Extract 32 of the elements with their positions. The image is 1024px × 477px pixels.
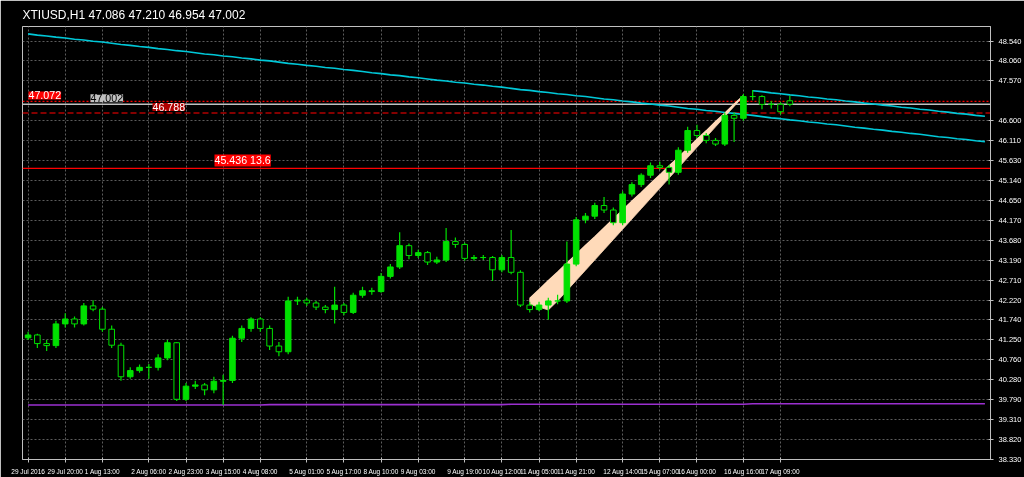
candlestick <box>489 255 496 282</box>
ref-line-label: 45.436 13.6 <box>214 154 271 167</box>
candlestick <box>80 302 88 327</box>
candlestick <box>442 227 450 263</box>
candlestick <box>349 292 357 315</box>
candlestick <box>89 299 97 312</box>
ref-line-label: 46.788 <box>152 101 186 114</box>
candlestick <box>545 297 552 321</box>
candlestick <box>740 93 747 122</box>
candlestick <box>470 254 478 262</box>
candlestick <box>675 146 682 176</box>
candlestick <box>331 286 338 325</box>
candlestick <box>108 324 115 349</box>
line-series <box>27 33 986 143</box>
candlestick <box>396 231 403 270</box>
line-series <box>751 90 986 118</box>
candlestick <box>182 382 190 402</box>
candlestick <box>600 196 608 214</box>
candlestick <box>52 320 60 349</box>
candlestick <box>219 374 227 406</box>
candlestick <box>461 242 468 262</box>
candlestick <box>164 339 171 361</box>
candlestick <box>684 126 691 154</box>
candlestick <box>99 306 106 333</box>
ref-line-label: 47.072 <box>28 89 62 102</box>
candlestick <box>266 324 273 351</box>
chart-title: XTIUSD,H1 47.086 47.210 46.954 47.002 <box>22 7 246 22</box>
candlestick <box>665 164 673 186</box>
candlestick <box>730 111 738 143</box>
ref-line-label: 47.002 <box>90 92 124 105</box>
candlestick <box>507 229 515 275</box>
candlestick <box>377 272 385 294</box>
